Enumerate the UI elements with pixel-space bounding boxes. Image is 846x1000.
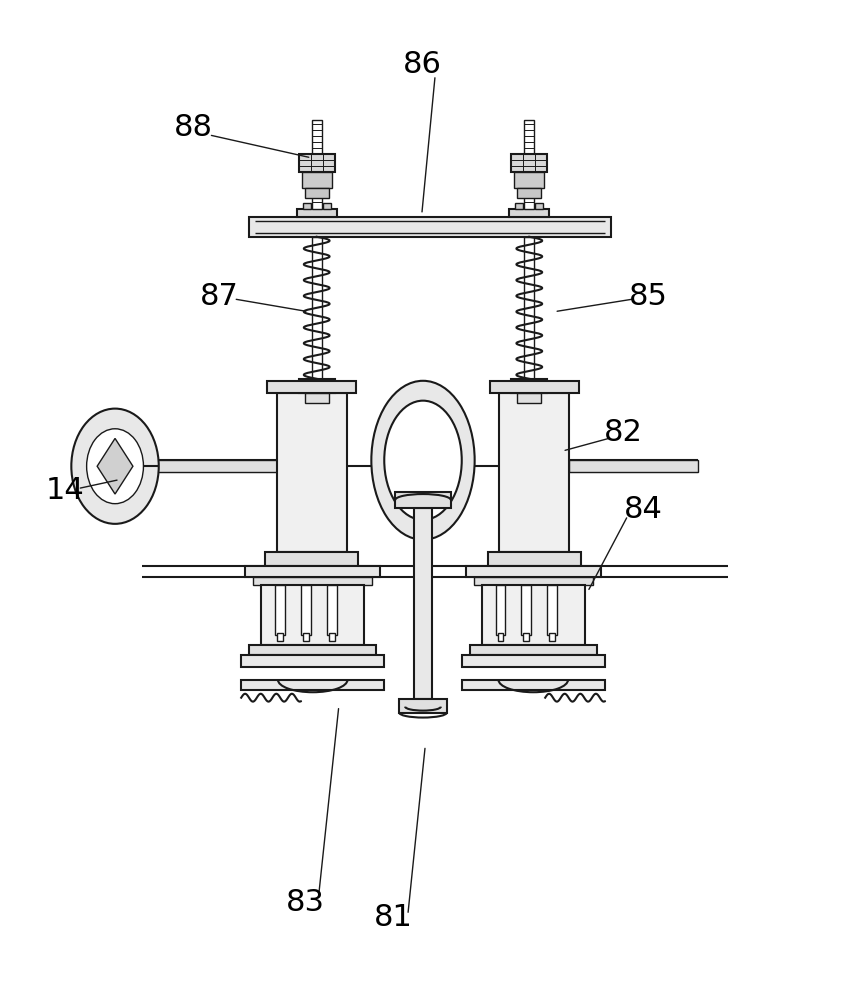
Bar	[241, 655, 384, 667]
Bar	[414, 508, 432, 699]
Polygon shape	[97, 438, 133, 494]
Bar	[250, 217, 611, 237]
Text: 84: 84	[624, 495, 663, 524]
Bar	[253, 577, 372, 585]
Bar	[297, 209, 337, 217]
Bar	[399, 699, 447, 713]
Ellipse shape	[371, 381, 475, 540]
Bar	[322, 203, 331, 209]
Ellipse shape	[71, 409, 159, 524]
Text: 87: 87	[200, 282, 239, 311]
Bar	[245, 566, 381, 577]
Bar	[481, 585, 585, 645]
Bar	[299, 154, 334, 172]
Ellipse shape	[86, 429, 144, 504]
Bar	[470, 645, 596, 655]
Bar	[497, 633, 503, 641]
Bar	[499, 393, 569, 552]
Bar	[462, 680, 605, 690]
Bar	[474, 577, 593, 585]
Bar	[496, 585, 505, 635]
Bar	[465, 566, 601, 577]
Text: 85: 85	[629, 282, 668, 311]
Bar	[547, 585, 558, 635]
Ellipse shape	[384, 401, 462, 520]
Bar	[514, 172, 544, 188]
Bar	[525, 120, 535, 209]
Bar	[301, 585, 310, 635]
Text: 86: 86	[403, 50, 442, 79]
Bar	[509, 209, 549, 217]
Bar	[305, 188, 328, 198]
Bar	[515, 203, 524, 209]
Text: 88: 88	[174, 113, 213, 142]
Bar	[524, 633, 530, 641]
Bar	[305, 393, 328, 403]
Bar	[277, 633, 283, 641]
Bar	[525, 237, 535, 379]
Bar	[302, 172, 332, 188]
Bar	[518, 188, 541, 198]
Bar	[490, 381, 579, 393]
Bar	[328, 633, 334, 641]
Bar	[275, 585, 285, 635]
Bar	[250, 645, 376, 655]
Text: 82: 82	[604, 418, 643, 447]
Bar	[265, 552, 359, 566]
Bar	[299, 379, 334, 393]
Text: 83: 83	[286, 888, 325, 917]
Bar	[462, 655, 605, 667]
Bar	[327, 585, 337, 635]
Bar	[536, 203, 543, 209]
Text: 81: 81	[374, 903, 413, 932]
Bar	[518, 393, 541, 403]
Bar	[395, 492, 451, 508]
Bar	[512, 379, 547, 393]
Bar	[241, 680, 384, 690]
Bar	[521, 585, 531, 635]
Bar	[277, 393, 347, 552]
Bar	[303, 203, 310, 209]
Bar	[142, 460, 277, 472]
Bar	[303, 633, 309, 641]
Bar	[487, 552, 581, 566]
Bar	[311, 120, 321, 209]
Bar	[261, 585, 365, 645]
Bar	[549, 633, 555, 641]
Text: 14: 14	[46, 476, 85, 505]
Bar	[512, 154, 547, 172]
Bar	[311, 237, 321, 379]
Bar	[569, 460, 698, 472]
Bar	[267, 381, 356, 393]
